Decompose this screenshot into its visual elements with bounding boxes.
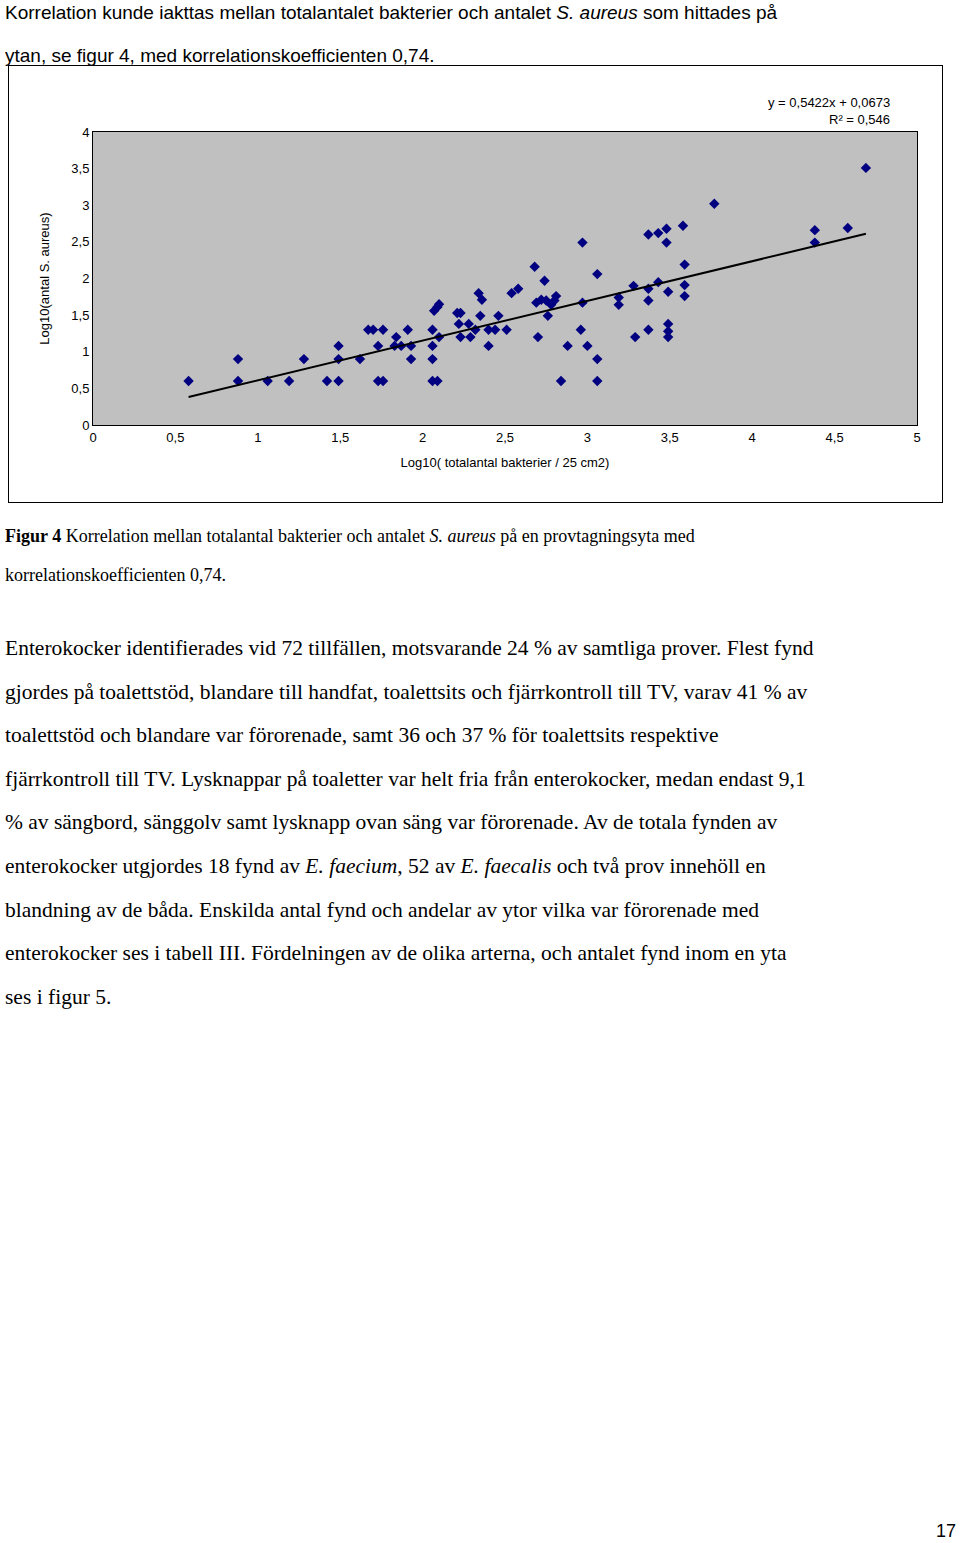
svg-text:0: 0 [89, 430, 96, 445]
svg-text:Log10(antal S. aureus): Log10(antal S. aureus) [37, 212, 52, 344]
html-text:% av sängbord, sänggolv samt l: % av sängbord, sänggolv samt lysknapp ov… [5, 810, 778, 835]
svg-text:2: 2 [82, 271, 89, 286]
html-text:gjordes på toalettstöd, blanda: gjordes på toalettstöd, blandare till ha… [5, 679, 808, 704]
svg-text:0,5: 0,5 [166, 430, 184, 445]
svg-text:2,5: 2,5 [71, 234, 89, 249]
html-text:enterokocker utgjordes 18 fynd: enterokocker utgjordes 18 fynd av E. fae… [5, 854, 766, 878]
html-text:enterokocker ses i tabell III.: enterokocker ses i tabell III. Fördelnin… [5, 941, 787, 966]
html-text:Figur 4 Korrelation mellan tot: Figur 4 Korrelation mellan totalantal ba… [5, 526, 695, 547]
svg-text:3: 3 [82, 198, 89, 213]
html-text:fjärrkontroll till TV. Lysknap: fjärrkontroll till TV. Lysknappar på toa… [5, 766, 806, 791]
svg-text:4: 4 [82, 125, 89, 140]
svg-text:4,5: 4,5 [826, 430, 844, 445]
svg-text:1,5: 1,5 [331, 430, 349, 445]
svg-text:3: 3 [584, 430, 591, 445]
html-text:korrelationskoefficienten 0,74: korrelationskoefficienten 0,74. [5, 565, 227, 586]
svg-text:1: 1 [82, 344, 89, 359]
svg-text:4: 4 [749, 430, 756, 445]
svg-text:5: 5 [913, 430, 920, 445]
svg-text:R² = 0,546: R² = 0,546 [829, 112, 890, 127]
html-text:Korrelation kunde iakttas mell: Korrelation kunde iakttas mellan totalan… [5, 1, 778, 23]
html-text:toalettstöd och blandare var f: toalettstöd och blandare var förorenade,… [5, 723, 719, 748]
svg-text:y = 0,5422x + 0,0673: y = 0,5422x + 0,0673 [768, 95, 890, 110]
svg-text:3,5: 3,5 [71, 161, 89, 176]
html-text:ytan, se figur 4, med korrelat: ytan, se figur 4, med korrelationskoeffi… [5, 44, 435, 66]
svg-text:2: 2 [419, 430, 426, 445]
svg-text:1: 1 [254, 430, 261, 445]
html-text:ses i figur 5.: ses i figur 5. [5, 984, 112, 1009]
html-text:blandning av de båda. Enskilda: blandning av de båda. Enskilda antal fyn… [5, 897, 759, 922]
svg-text:1,5: 1,5 [71, 308, 89, 323]
svg-text:2,5: 2,5 [496, 430, 514, 445]
html-text:Enterokocker identifierades vi: Enterokocker identifierades vid 72 tillf… [5, 636, 814, 660]
svg-text:0,5: 0,5 [71, 381, 89, 396]
svg-text:3,5: 3,5 [661, 430, 679, 445]
html-text:17: 17 [936, 1521, 956, 1541]
svg-text:0: 0 [82, 418, 89, 433]
svg-text:Log10( totalantal bakterier /: Log10( totalantal bakterier / 25 cm2) [401, 455, 610, 470]
